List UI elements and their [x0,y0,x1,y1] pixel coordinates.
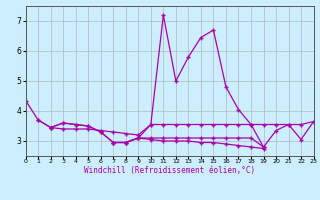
X-axis label: Windchill (Refroidissement éolien,°C): Windchill (Refroidissement éolien,°C) [84,166,255,175]
